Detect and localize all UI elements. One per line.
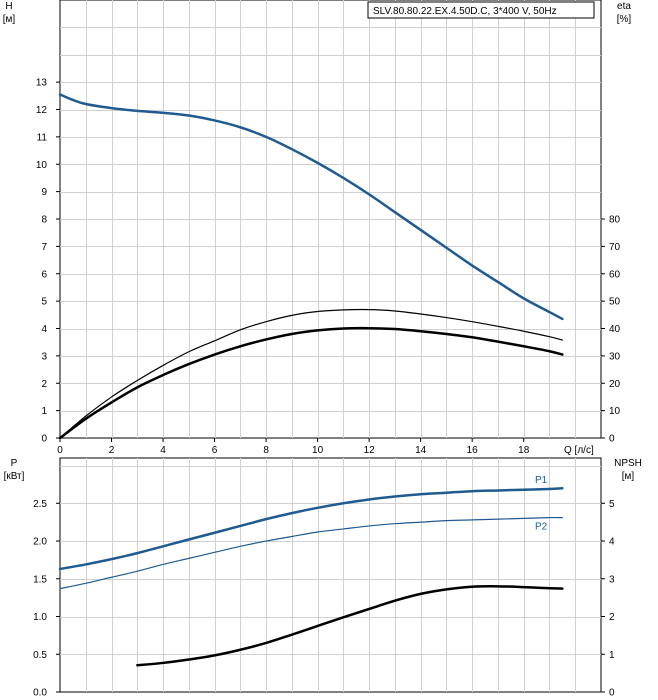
eta-axis-unit: [%] [617,14,632,25]
bottom-plot-frame [59,457,602,693]
x-axis-tick-label: 8 [263,445,269,456]
left-axis-tick-label: 1.0 [33,612,47,623]
left-axis-tick-label: 5 [41,297,47,308]
right-axis-tick-label: 80 [609,215,621,226]
left-axis-tick-label: 8 [41,215,47,226]
left-axis-tick-label: 0.5 [33,650,47,661]
x-axis-tick-label: 0 [57,445,63,456]
series-line-curve-0 [58,93,564,321]
series-line-curve-1 [59,308,563,439]
left-axis-tick-label: 2.0 [33,537,47,548]
x-axis-tick-label: 18 [518,445,530,456]
power-axis-unit: [кВт] [4,471,25,482]
series-label-p2: P2 [535,522,548,533]
left-axis-tick-label: 13 [36,78,48,89]
right-axis-tick-label: 3 [609,574,615,585]
left-axis-tick-label: 0.0 [33,688,47,699]
right-axis-tick-label: 20 [609,379,621,390]
right-axis-tick-label: 1 [609,650,615,661]
x-axis-tick-label: 14 [415,445,427,456]
power-axis-label: P [11,458,18,469]
left-axis-tick-label: 10 [36,160,48,171]
npsh-axis-unit: [м] [622,471,635,482]
left-axis-tick-label: 6 [41,269,47,280]
x-axis-tick-label: 2 [109,445,115,456]
left-axis-tick-label: 12 [36,105,48,116]
power-npsh-panel: 0.0 0.5 1.0 1.5 2.0 2.5 0 1 2 3 4 5 P [кВт] NPSH [… [4,457,642,699]
right-axis-tick-label: 5 [609,499,615,510]
right-axis-tick-label: 50 [609,297,621,308]
eta-axis-label: eta [617,1,631,12]
chart-title-box [367,1,595,19]
right-axis-tick-label: 70 [609,242,621,253]
series-label-p1: P1 [535,475,548,486]
right-axis-tick-label: 0 [609,688,615,699]
left-axis-tick-label: 7 [41,242,47,253]
x-axis-tick-label: 10 [312,445,324,456]
right-axis-tick-label: 10 [609,406,621,417]
series-line-p2 [59,516,563,590]
x-axis-tick-label: 16 [467,445,479,456]
head-axis-label: H [5,1,12,12]
left-axis-tick-label: 11 [37,132,48,143]
flow-axis-label: Q [л/с] [564,445,594,456]
x-axis-tick-label: 6 [212,445,218,456]
npsh-axis-label: NPSH [614,458,642,469]
right-axis-tick-label: 40 [609,324,621,335]
series-line-p1 [58,486,564,571]
right-axis-tick-label: 0 [609,434,615,445]
left-axis-tick-label: 1 [41,406,47,417]
chart-title: SLV.80.80.22.EX.4.50D.C, 3*400 V, 50Hz [373,6,557,17]
x-axis-tick-label: 12 [364,445,376,456]
left-axis-tick-label: 3 [41,351,47,362]
series-line-curve-2 [58,326,564,440]
left-axis-tick-label: 0 [41,434,47,445]
right-axis-tick-label: 30 [609,351,621,362]
x-axis-tick-label: 4 [160,445,166,456]
right-axis-tick-label: 2 [609,612,615,623]
right-axis-tick-label: 60 [609,269,621,280]
left-axis-tick-label: 2.5 [33,499,47,510]
left-axis-tick-label: 2 [41,379,47,390]
head-axis-unit: [м] [3,14,16,25]
left-axis-tick-label: 4 [41,324,47,335]
left-axis-tick-label: 9 [41,187,47,198]
left-axis-tick-label: 1.5 [33,574,47,585]
series-line-curve-2 [136,585,564,667]
right-axis-tick-label: 4 [609,537,615,548]
